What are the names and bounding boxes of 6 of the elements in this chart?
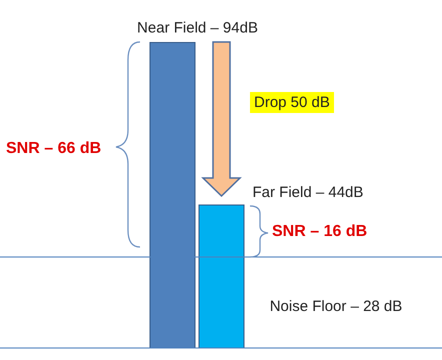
text: SNR – 16 dB [272, 223, 368, 241]
text: Near Field – 94dB [137, 19, 258, 36]
text: Far Field – 44dB [252, 184, 364, 202]
text: SNR – 66 dB [6, 140, 102, 158]
text: Drop 50 dB [250, 92, 334, 113]
ref-line-label: Noise Floor – 28 dB [270, 298, 402, 315]
